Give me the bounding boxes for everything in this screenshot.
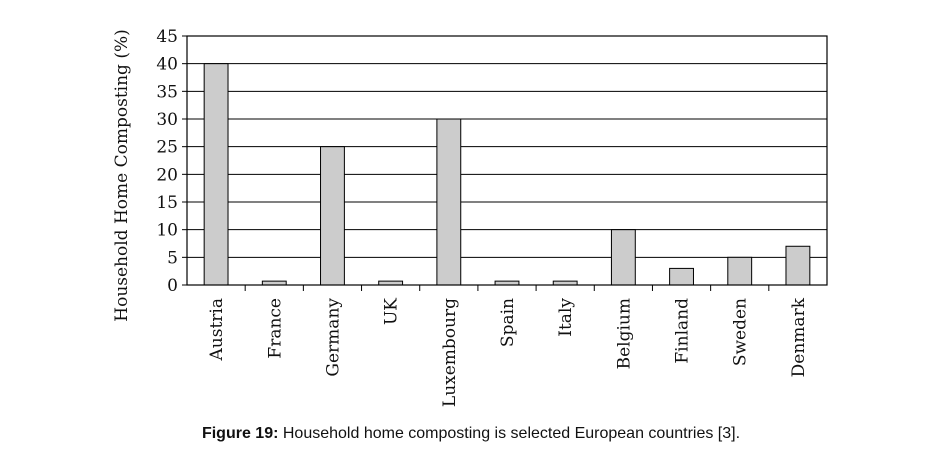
y-tick-label: 30 xyxy=(156,110,178,130)
bar-denmark xyxy=(785,245,811,286)
y-tick-label: 40 xyxy=(156,55,178,75)
y-tick-label: 10 xyxy=(156,221,178,241)
x-tick-label: France xyxy=(265,298,285,359)
bar-luxembourg xyxy=(436,118,462,286)
x-tick-label: Austria xyxy=(207,298,227,361)
caption-label: Figure 19: xyxy=(201,425,279,442)
y-axis-title: Household Home Composting (%) xyxy=(112,29,132,321)
gridlines xyxy=(187,63,827,258)
x-axis-ticks: Austria France Germany UK Luxembourg Spain Ita… xyxy=(207,285,809,407)
caption-text: Household home composting is selected Eu… xyxy=(278,425,741,442)
bar-chart: 0 5 10 15 20 25 30 35 40 45 Austria France Germany U… xyxy=(112,27,828,407)
bar-finland xyxy=(669,267,694,286)
y-tick-label: 25 xyxy=(156,138,178,158)
x-tick-label: Belgium xyxy=(614,298,634,369)
x-tick-label: UK xyxy=(382,298,402,325)
y-axis-ticks: 0 5 10 15 20 25 30 35 40 45 xyxy=(156,27,187,296)
plot-frame xyxy=(186,35,828,286)
bars xyxy=(203,63,811,286)
y-tick-label: 45 xyxy=(156,27,178,47)
y-tick-label: 35 xyxy=(156,82,178,102)
bar-sweden xyxy=(727,256,753,286)
x-tick-label: Sweden xyxy=(731,298,751,366)
y-tick-label: 5 xyxy=(167,248,178,268)
x-tick-label: Spain xyxy=(498,298,518,347)
x-tick-label: Finland xyxy=(673,298,693,364)
bar-austria xyxy=(203,63,229,286)
figure-caption: Figure 19: Household home composting is … xyxy=(0,425,942,443)
x-tick-label: Italy xyxy=(556,298,576,337)
y-tick-label: 15 xyxy=(156,193,178,213)
bar-belgium xyxy=(610,229,636,286)
y-tick-label: 20 xyxy=(156,165,178,185)
x-tick-label: Germany xyxy=(323,298,343,377)
bar-germany xyxy=(320,146,345,286)
y-tick-label: 0 xyxy=(167,276,178,296)
x-tick-label: Denmark xyxy=(789,297,809,377)
x-tick-label: Luxembourg xyxy=(440,298,460,407)
